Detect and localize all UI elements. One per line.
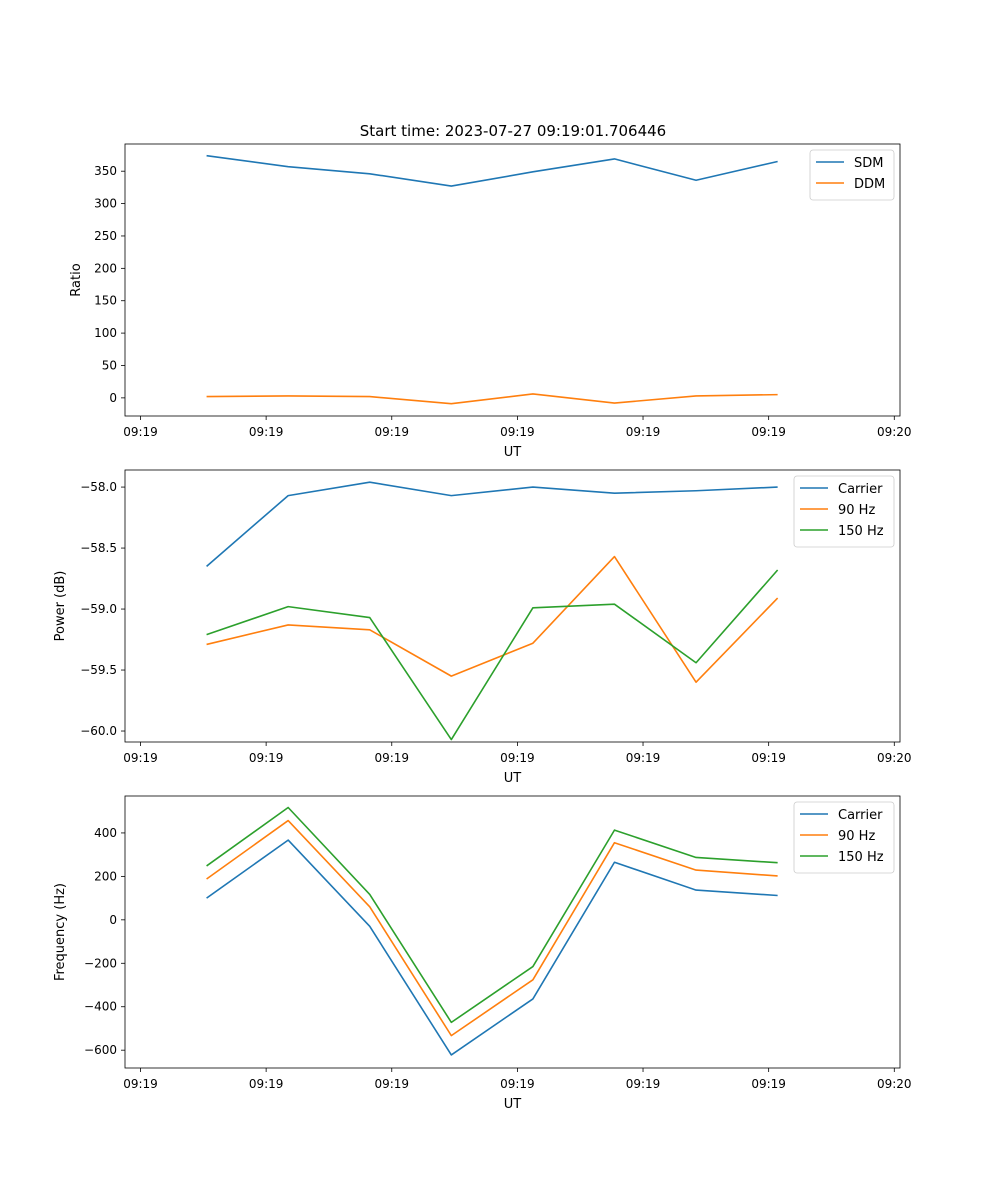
x-tick-label: 09:19	[751, 751, 786, 765]
x-tick-label: 09:19	[626, 425, 661, 439]
x-axis-label: UT	[504, 771, 522, 786]
legend: Carrier 90 Hz 150 Hz	[793, 801, 895, 874]
x-tick-label: 09:19	[249, 751, 284, 765]
x-tick-label: 09:19	[249, 425, 284, 439]
x-axis-label: UT	[504, 1097, 522, 1112]
y-tick-label: −59.5	[80, 663, 117, 677]
y-tick-label: −59.0	[80, 602, 117, 616]
series-line-150-hz	[206, 569, 779, 741]
axes-frame	[124, 143, 901, 417]
x-tick-label: 09:20	[877, 751, 912, 765]
series-line-carrier	[206, 481, 778, 567]
x-tick-label: 09:19	[123, 751, 158, 765]
legend-label: Carrier	[838, 808, 883, 823]
y-axis-label: Frequency (Hz)	[53, 883, 68, 981]
x-tick-label: 09:19	[500, 751, 535, 765]
y-axis-label: Ratio	[69, 263, 84, 296]
y-tick-label: 50	[102, 358, 117, 372]
y-tick-label: 200	[94, 869, 117, 883]
x-tick-label: 09:19	[626, 751, 661, 765]
legend-label: 150 Hz	[838, 850, 884, 865]
x-tick-label: 09:19	[123, 425, 158, 439]
x-tick-label: 09:19	[374, 425, 409, 439]
legend-label: 90 Hz	[838, 829, 875, 844]
x-tick-label: 09:19	[123, 1077, 158, 1091]
y-tick-label: 0	[109, 391, 117, 405]
x-tick-label: 09:19	[626, 1077, 661, 1091]
legend-label: 150 Hz	[838, 524, 884, 539]
axes-frame	[124, 795, 901, 1069]
series-line-sdm	[206, 154, 778, 187]
y-tick-label: 0	[109, 913, 117, 927]
x-tick-label: 09:19	[500, 425, 535, 439]
y-tick-label: 300	[94, 197, 117, 211]
y-tick-label: −400	[84, 1000, 117, 1014]
panel-2: 09:19 09:19 09:19 09:19 09:19 09:19 09:20 −60.0…	[53, 469, 912, 786]
legend-label: Carrier	[838, 482, 883, 497]
y-tick-label: 350	[94, 164, 117, 178]
x-tick-label: 09:19	[374, 751, 409, 765]
x-tick-label: 09:20	[877, 1077, 912, 1091]
y-tick-label: 400	[94, 826, 117, 840]
legend-label: 90 Hz	[838, 503, 875, 518]
y-tick-label: −58.5	[80, 541, 117, 555]
panels: 09:19 09:19 09:19 09:19 09:19 09:19 09:20 0 50 10…	[53, 143, 912, 1112]
legend: Carrier 90 Hz 150 Hz	[793, 475, 895, 548]
series-line-carrier	[206, 839, 778, 1056]
x-tick-label: 09:19	[751, 425, 786, 439]
x-tick-label: 09:19	[751, 1077, 786, 1091]
y-axis-label: Power (dB)	[53, 571, 68, 642]
x-axis-label: UT	[504, 445, 522, 460]
x-tick-label: 09:20	[877, 425, 912, 439]
panel-3: 09:19 09:19 09:19 09:19 09:19 09:19 09:20 −600 −…	[53, 795, 912, 1112]
y-tick-label: −600	[84, 1043, 117, 1057]
panel-1: 09:19 09:19 09:19 09:19 09:19 09:19 09:20 0 50 10…	[69, 143, 912, 460]
x-tick-label: 09:19	[500, 1077, 535, 1091]
x-tick-label: 09:19	[249, 1077, 284, 1091]
y-tick-label: −60.0	[80, 724, 117, 738]
series-line-ddm	[206, 393, 778, 405]
legend: SDM DDM	[809, 149, 895, 201]
legend-label: SDM	[854, 156, 883, 171]
y-tick-label: 200	[94, 261, 117, 275]
series-line-90-hz	[206, 555, 779, 684]
figure-title: Start time: 2023-07-27 09:19:01.706446	[360, 122, 666, 140]
series-line-90-hz	[206, 819, 778, 1037]
y-tick-label: 100	[94, 326, 117, 340]
y-tick-label: −200	[84, 956, 117, 970]
y-tick-label: 250	[94, 229, 117, 243]
series-line-150-hz	[206, 806, 778, 1024]
axes-frame	[124, 469, 901, 743]
y-tick-label: 150	[94, 294, 117, 308]
x-tick-label: 09:19	[374, 1077, 409, 1091]
y-tick-label: −58.0	[80, 480, 117, 494]
legend-label: DDM	[854, 177, 885, 192]
